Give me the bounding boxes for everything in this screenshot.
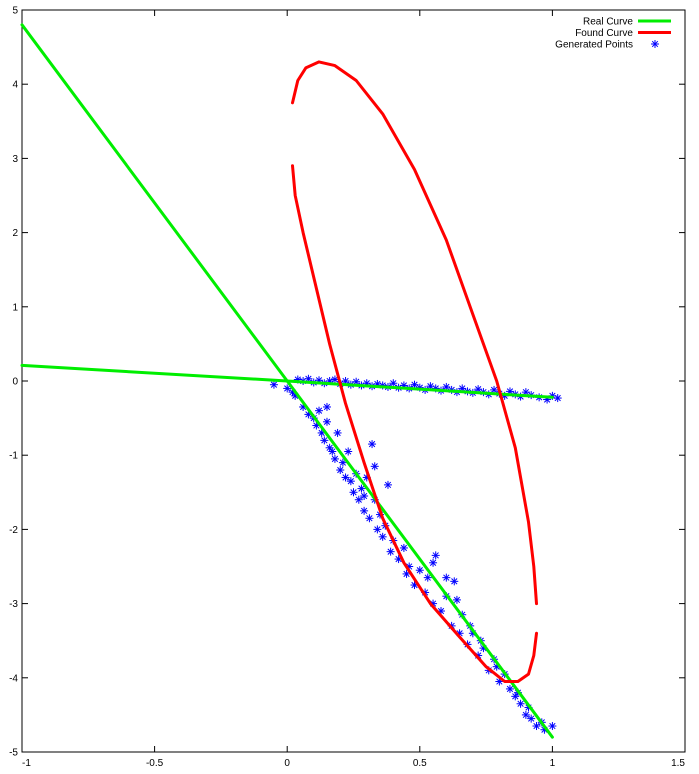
y-tick-label: -5 — [9, 748, 18, 759]
data-point — [269, 380, 278, 389]
y-tick-label: 4 — [12, 80, 18, 91]
data-point — [423, 573, 432, 582]
x-tick-label: -1 — [22, 758, 31, 769]
data-point — [320, 436, 329, 445]
legend-item: Real Curve — [583, 17, 671, 28]
data-point — [378, 532, 387, 541]
data-point — [450, 577, 459, 586]
data-point — [521, 710, 530, 719]
data-point — [415, 566, 424, 575]
data-point — [442, 382, 451, 391]
x-tick-label: 0 — [284, 758, 290, 769]
legend-label: Real Curve — [583, 17, 633, 28]
data-point — [322, 402, 331, 411]
y-tick-label: -1 — [9, 451, 18, 462]
data-point — [354, 495, 363, 504]
legend-item: Found Curve — [575, 28, 671, 39]
y-tick-label: 0 — [12, 377, 18, 388]
y-tick-label: 5 — [12, 6, 18, 17]
data-point — [431, 551, 440, 560]
data-point — [330, 454, 339, 463]
legend-label: Found Curve — [575, 28, 633, 39]
x-axis-ticks: -1 -0.5 0 0.5 1 1.5 — [21, 10, 686, 769]
series-line — [20, 23, 554, 739]
x-tick-label: 1 — [550, 758, 556, 769]
series-line — [291, 60, 538, 606]
series-layer — [20, 23, 562, 739]
y-tick-label: 1 — [12, 302, 18, 313]
data-point — [333, 428, 342, 437]
data-point — [360, 492, 369, 501]
data-point — [328, 447, 337, 456]
x-tick-label: 0.5 — [413, 758, 427, 769]
data-point — [346, 477, 355, 486]
y-tick-label: -4 — [9, 673, 18, 684]
data-point — [341, 473, 350, 482]
series-real-curve — [20, 23, 554, 739]
data-point — [548, 722, 557, 731]
data-point — [365, 514, 374, 523]
data-point — [383, 480, 392, 489]
legend-item: Generated Points — [555, 40, 659, 51]
data-point — [360, 506, 369, 515]
y-tick-label: -2 — [9, 525, 18, 536]
data-point — [429, 558, 438, 567]
data-point — [357, 484, 366, 493]
data-point — [344, 447, 353, 456]
data-point — [373, 525, 382, 534]
plot-frame — [21, 9, 686, 753]
y-tick-label: 3 — [12, 154, 18, 165]
data-point — [322, 417, 331, 426]
data-point — [336, 466, 345, 475]
y-tick-label: 2 — [12, 228, 18, 239]
data-point — [386, 547, 395, 556]
data-point — [516, 699, 525, 708]
legend-label: Generated Points — [555, 40, 633, 51]
data-point — [370, 462, 379, 471]
series-found-curve — [291, 60, 538, 683]
data-point — [399, 543, 408, 552]
legend-swatch — [651, 40, 659, 48]
data-point — [315, 406, 324, 415]
data-point — [553, 394, 562, 403]
y-tick-label: -3 — [9, 599, 18, 610]
x-tick-label: -0.5 — [146, 758, 164, 769]
data-point — [368, 440, 377, 449]
x-tick-label: 1.5 — [671, 758, 685, 769]
data-point — [283, 384, 292, 393]
data-point — [505, 684, 514, 693]
data-point — [442, 573, 451, 582]
series-line — [291, 164, 538, 683]
data-point — [532, 722, 541, 731]
data-point — [452, 595, 461, 604]
data-point — [527, 714, 536, 723]
data-point — [389, 379, 398, 388]
data-point — [349, 488, 358, 497]
y-axis-ticks: -5 -4 -3 -2 -1 0 1 2 3 4 5 — [9, 6, 685, 759]
